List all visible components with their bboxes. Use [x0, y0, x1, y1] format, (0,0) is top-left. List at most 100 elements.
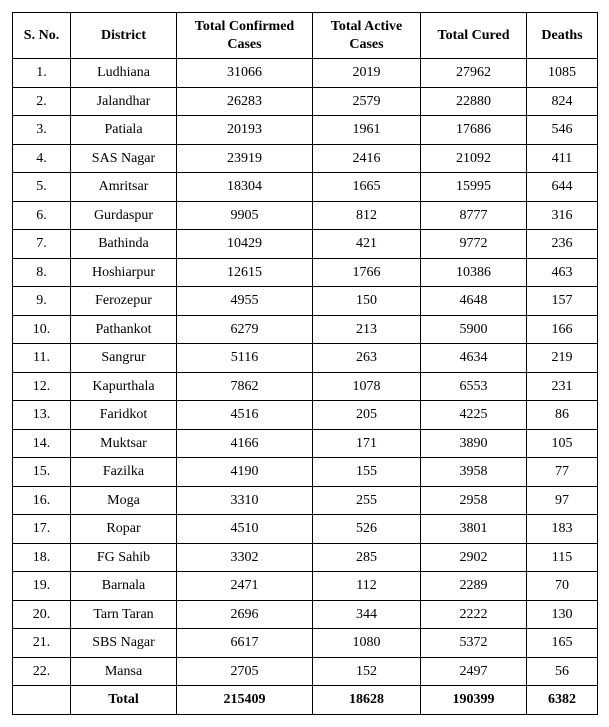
- col-district: District: [71, 13, 177, 59]
- cell-confirmed: 26283: [177, 87, 313, 116]
- cell-district: Faridkot: [71, 401, 177, 430]
- table-row: 12.Kapurthala786210786553231: [13, 372, 598, 401]
- cell-deaths: 166: [527, 315, 598, 344]
- covid-district-table: S. No. District Total Confirmed Cases To…: [12, 12, 598, 715]
- table-row: 3.Patiala20193196117686546: [13, 116, 598, 145]
- cell-sno: 8.: [13, 258, 71, 287]
- cell-cured: 2958: [421, 486, 527, 515]
- cell-district: Pathankot: [71, 315, 177, 344]
- cell-cured: 21092: [421, 144, 527, 173]
- cell-sno: 3.: [13, 116, 71, 145]
- cell-sno: 17.: [13, 515, 71, 544]
- cell-active: 255: [313, 486, 421, 515]
- cell-sno: 19.: [13, 572, 71, 601]
- cell-confirmed: 2696: [177, 600, 313, 629]
- cell-confirmed: 5116: [177, 344, 313, 373]
- table-footer: Total 215409 18628 190399 6382: [13, 686, 598, 715]
- table-header: S. No. District Total Confirmed Cases To…: [13, 13, 598, 59]
- cell-district: Ludhiana: [71, 59, 177, 88]
- cell-active: 150: [313, 287, 421, 316]
- cell-sno: 11.: [13, 344, 71, 373]
- cell-active: 1080: [313, 629, 421, 658]
- cell-sno: 10.: [13, 315, 71, 344]
- cell-cured: 17686: [421, 116, 527, 145]
- cell-confirmed: 2471: [177, 572, 313, 601]
- cell-sno: 6.: [13, 201, 71, 230]
- table-row: 17.Ropar45105263801183: [13, 515, 598, 544]
- cell-cured: 2289: [421, 572, 527, 601]
- cell-deaths: 463: [527, 258, 598, 287]
- cell-district: Patiala: [71, 116, 177, 145]
- cell-district: Hoshiarpur: [71, 258, 177, 287]
- cell-district: Sangrur: [71, 344, 177, 373]
- cell-active: 213: [313, 315, 421, 344]
- cell-deaths: 236: [527, 230, 598, 259]
- cell-active: 152: [313, 657, 421, 686]
- cell-active: 2579: [313, 87, 421, 116]
- cell-confirmed: 20193: [177, 116, 313, 145]
- table-row: 19.Barnala2471112228970: [13, 572, 598, 601]
- table-row: 20.Tarn Taran26963442222130: [13, 600, 598, 629]
- total-blank: [13, 686, 71, 715]
- cell-district: Mansa: [71, 657, 177, 686]
- table-body: 1.Ludhiana3106620192796210852.Jalandhar2…: [13, 59, 598, 686]
- cell-deaths: 824: [527, 87, 598, 116]
- cell-district: Barnala: [71, 572, 177, 601]
- cell-confirmed: 4510: [177, 515, 313, 544]
- cell-deaths: 165: [527, 629, 598, 658]
- cell-sno: 14.: [13, 429, 71, 458]
- cell-cured: 4648: [421, 287, 527, 316]
- table-row: 16.Moga3310255295897: [13, 486, 598, 515]
- cell-active: 2416: [313, 144, 421, 173]
- cell-deaths: 157: [527, 287, 598, 316]
- cell-sno: 16.: [13, 486, 71, 515]
- cell-cured: 3890: [421, 429, 527, 458]
- table-row: 22.Mansa2705152249756: [13, 657, 598, 686]
- cell-cured: 2902: [421, 543, 527, 572]
- col-confirmed: Total Confirmed Cases: [177, 13, 313, 59]
- cell-active: 421: [313, 230, 421, 259]
- table-row: 21.SBS Nagar661710805372165: [13, 629, 598, 658]
- cell-sno: 9.: [13, 287, 71, 316]
- col-cured: Total Cured: [421, 13, 527, 59]
- table-row: 18.FG Sahib33022852902115: [13, 543, 598, 572]
- cell-deaths: 97: [527, 486, 598, 515]
- cell-district: Gurdaspur: [71, 201, 177, 230]
- cell-district: Kapurthala: [71, 372, 177, 401]
- table-row: 9.Ferozepur49551504648157: [13, 287, 598, 316]
- total-label: Total: [71, 686, 177, 715]
- cell-district: Bathinda: [71, 230, 177, 259]
- cell-confirmed: 6617: [177, 629, 313, 658]
- cell-sno: 13.: [13, 401, 71, 430]
- cell-district: Fazilka: [71, 458, 177, 487]
- cell-cured: 5372: [421, 629, 527, 658]
- total-active: 18628: [313, 686, 421, 715]
- total-deaths: 6382: [527, 686, 598, 715]
- cell-confirmed: 12615: [177, 258, 313, 287]
- cell-deaths: 130: [527, 600, 598, 629]
- table-row: 2.Jalandhar26283257922880824: [13, 87, 598, 116]
- table-row: 14.Muktsar41661713890105: [13, 429, 598, 458]
- cell-confirmed: 23919: [177, 144, 313, 173]
- cell-district: Muktsar: [71, 429, 177, 458]
- cell-active: 526: [313, 515, 421, 544]
- cell-cured: 10386: [421, 258, 527, 287]
- col-sno: S. No.: [13, 13, 71, 59]
- cell-deaths: 546: [527, 116, 598, 145]
- cell-deaths: 115: [527, 543, 598, 572]
- cell-cured: 9772: [421, 230, 527, 259]
- cell-active: 155: [313, 458, 421, 487]
- cell-deaths: 77: [527, 458, 598, 487]
- cell-district: Tarn Taran: [71, 600, 177, 629]
- cell-sno: 21.: [13, 629, 71, 658]
- cell-active: 1078: [313, 372, 421, 401]
- cell-confirmed: 2705: [177, 657, 313, 686]
- cell-confirmed: 6279: [177, 315, 313, 344]
- cell-sno: 4.: [13, 144, 71, 173]
- cell-active: 171: [313, 429, 421, 458]
- cell-confirmed: 4190: [177, 458, 313, 487]
- cell-district: Jalandhar: [71, 87, 177, 116]
- cell-cured: 2497: [421, 657, 527, 686]
- cell-district: FG Sahib: [71, 543, 177, 572]
- cell-district: SAS Nagar: [71, 144, 177, 173]
